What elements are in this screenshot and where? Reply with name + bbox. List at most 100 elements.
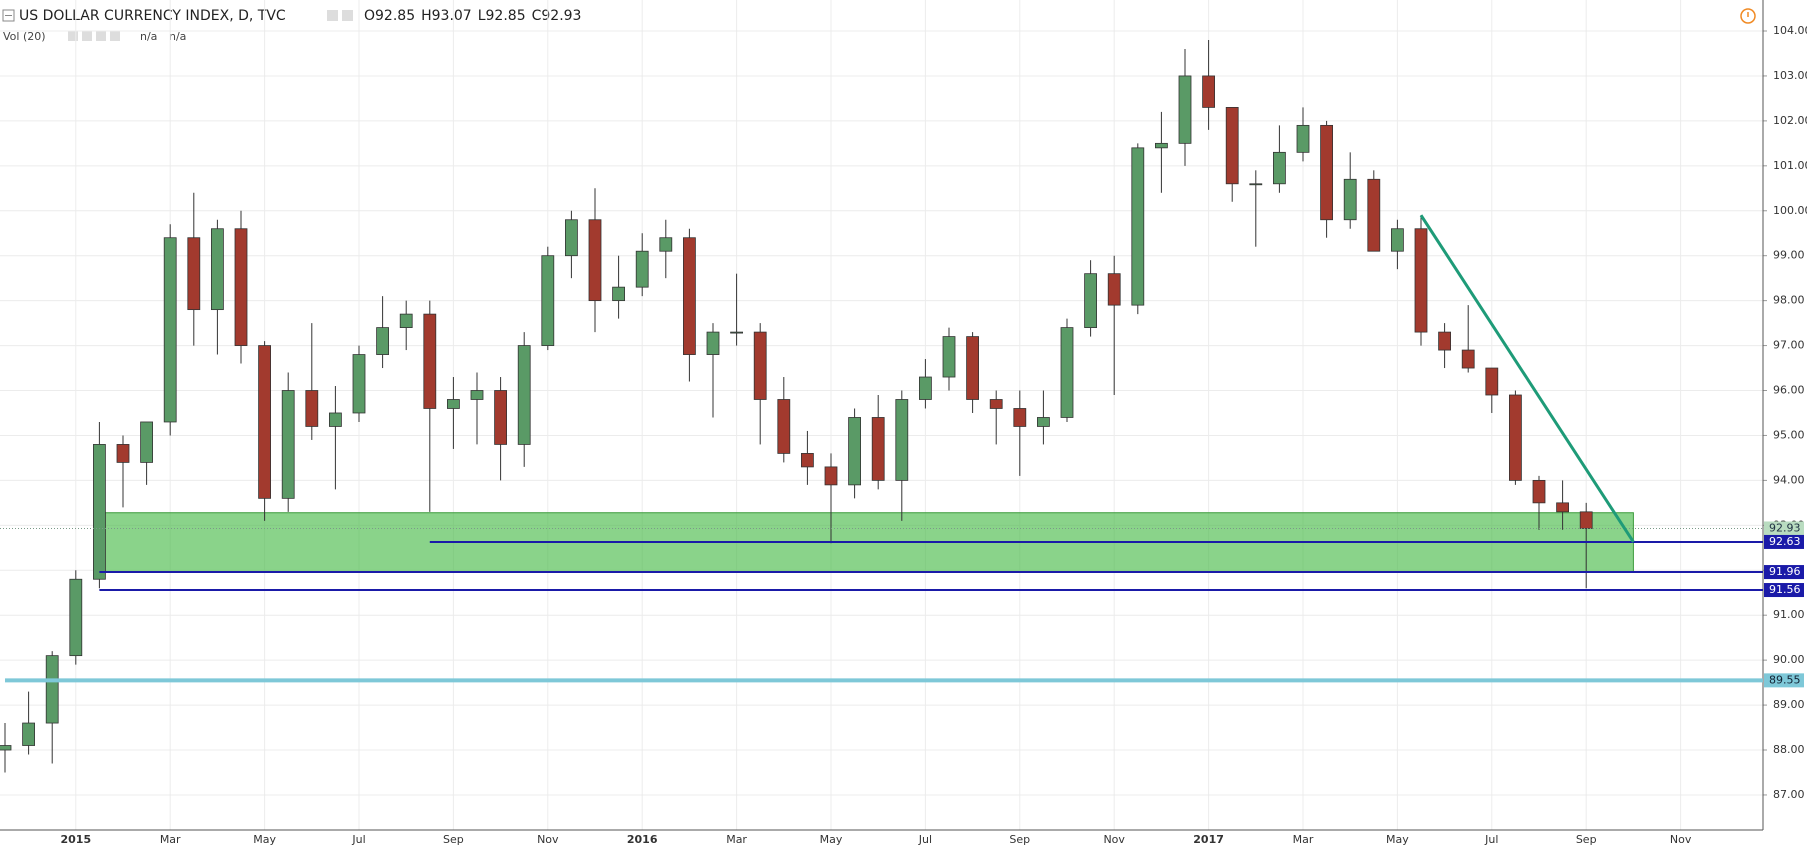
candle-body [1273,151,1286,185]
candle-body [45,655,59,724]
settings-icon[interactable] [327,10,338,21]
candle-body [541,255,555,346]
candle-body [1367,178,1381,252]
candle-body [376,327,390,355]
x-tick-label: May [253,833,276,846]
collapse-icon[interactable] [2,9,15,22]
ohlc-value: H93.07 [421,8,472,24]
chart-title: US DOLLAR CURRENCY INDEX, D, TVC [19,8,286,24]
candle-body [1249,183,1263,186]
candle-body [1579,511,1593,529]
candle-body [1107,273,1121,306]
candle-body [1013,408,1027,427]
candle-body [1202,75,1215,108]
candle-body [69,578,83,657]
y-tick-label: 89.00 [1773,698,1805,711]
candle-body [1532,479,1546,504]
candle-body [1037,417,1050,427]
x-tick-label: 2017 [1193,833,1224,846]
level-label: 91.56 [1769,583,1801,596]
candle-body [1084,273,1097,328]
candle-body [1296,124,1310,153]
candle-body [470,390,484,400]
candle-body [848,417,861,486]
x-tick-label: Sep [1576,833,1597,846]
x-tick-label: Mar [1293,833,1314,846]
x-tick-label: Nov [1670,833,1692,846]
y-tick-label: 91.00 [1773,608,1805,621]
x-tick-label: Sep [1009,833,1030,846]
trendline [1419,214,1635,543]
candle-body [1556,502,1569,513]
y-tick-label: 88.00 [1773,743,1805,756]
candle-body [328,412,342,427]
y-tick-label: 104.00 [1773,24,1807,37]
y-tick-label: 87.00 [1773,788,1805,801]
x-tick-label: Nov [1103,833,1125,846]
level-label-box [1764,673,1804,688]
level-label-box [1764,565,1804,580]
candle-body [1438,331,1451,351]
candle-body [777,399,791,454]
candle-body [399,313,413,328]
candle-body [352,354,366,414]
candle-body [494,390,508,445]
candle-body [1391,228,1404,252]
y-tick-label: 95.00 [1773,428,1805,441]
y-tick-label: 99.00 [1773,249,1805,262]
x-tick-label: May [820,833,843,846]
ohlc-value: C92.93 [532,8,582,24]
candle-body [22,722,36,746]
candle-body [210,228,224,311]
candle-body [1131,147,1145,306]
level-label: 89.55 [1769,673,1801,686]
candle-body [824,466,838,486]
y-tick-label: 97.00 [1773,339,1805,352]
candle-body [1178,75,1192,144]
candle-body [895,399,909,481]
y-tick-label: 96.00 [1773,384,1805,397]
vol-icon[interactable] [96,31,106,41]
candle-body [730,331,743,334]
candle-body [1343,178,1357,221]
x-tick-label: Mar [160,833,181,846]
ohlc-readout: O92.85 H93.07 L92.85 C92.93 [364,8,581,24]
vol-icon[interactable] [82,31,92,41]
candle-body [0,745,12,751]
alert-icon[interactable] [1740,8,1756,24]
volume-value: n/a [140,30,157,43]
vol-icon[interactable] [68,31,78,41]
y-tick-label: 98.00 [1773,294,1805,307]
vol-icon[interactable] [110,31,120,41]
candle-body [1509,394,1522,481]
candle-body [871,417,885,481]
candle-body [517,345,531,445]
candle-body [683,237,696,355]
candle-body [919,376,932,400]
candle-body [706,331,720,355]
y-tick-label: 100.00 [1773,204,1807,217]
level-label-box [1764,534,1804,549]
x-tick-label: Jul [1484,833,1498,846]
y-tick-label: 94.00 [1773,473,1805,486]
candle-body [1155,142,1168,149]
volume-value: n/a [169,30,186,43]
level-label: 92.63 [1769,535,1801,548]
candle-body [942,336,956,378]
candle-body [446,399,460,409]
ohlc-value: O92.85 [364,8,415,24]
ohlc-value: L92.85 [478,8,526,24]
level-label: 91.96 [1769,565,1801,578]
candle-body [612,286,625,302]
candle-body [93,444,106,580]
candle-body [635,250,649,288]
candle-body [588,219,602,302]
candle-body [234,228,248,346]
level-label-box [1764,583,1804,598]
x-tick-label: Jul [351,833,365,846]
hide-icon[interactable] [342,10,353,21]
y-tick-label: 102.00 [1773,114,1807,127]
candle-body [281,390,295,499]
candle-body [1320,124,1333,221]
